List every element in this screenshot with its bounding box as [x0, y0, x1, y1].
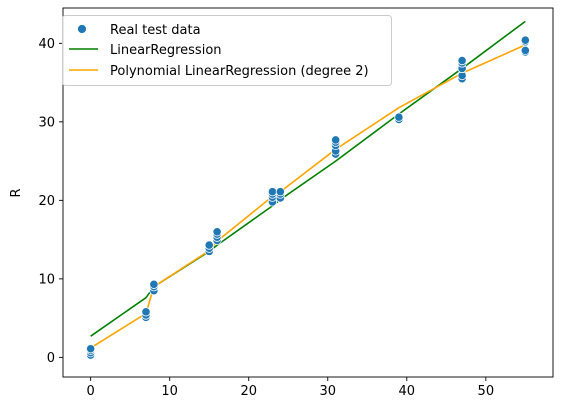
y-tick-label: 40	[38, 37, 55, 52]
tick-marks	[59, 42, 487, 381]
legend-label-polynomial-regression: Polynomial LinearRegression (degree 2)	[110, 64, 369, 79]
data-point	[141, 307, 151, 317]
data-point	[394, 112, 404, 122]
y-tick-labels: 0 10 20 30 40	[38, 37, 55, 366]
data-point	[267, 187, 278, 197]
y-axis-label: R	[9, 188, 24, 197]
legend-label-real-test-data: Real test data	[110, 23, 201, 38]
x-tick-label: 20	[240, 384, 257, 399]
y-tick-label: 0	[47, 351, 55, 366]
x-tick-label: 10	[161, 384, 178, 399]
data-point	[331, 135, 341, 145]
data-point	[275, 187, 285, 197]
x-tick-label: 40	[399, 384, 416, 399]
y-tick-label: 30	[38, 115, 55, 130]
data-point	[212, 227, 222, 237]
polynomial-regression-line	[90, 44, 526, 349]
data-point	[457, 55, 467, 66]
y-tick-label: 20	[38, 194, 55, 209]
plot-frame	[62, 7, 554, 378]
data-point	[520, 35, 530, 45]
data-point	[204, 240, 214, 250]
x-tick-label: 30	[319, 384, 336, 399]
legend-box	[62, 15, 392, 86]
legend-marker-real-test-data	[77, 24, 87, 34]
scatter-points	[86, 35, 530, 360]
x-tick-label: 50	[478, 384, 495, 399]
x-tick-labels: 0 10 20 30 40 50	[87, 384, 495, 399]
y-tick-label: 10	[38, 272, 55, 287]
legend: Real test data LinearRegression Polynomi…	[62, 15, 392, 86]
data-point	[520, 45, 530, 56]
legend-label-linear-regression: LinearRegression	[110, 43, 222, 58]
data-point	[149, 279, 159, 289]
data-point	[86, 344, 96, 354]
x-tick-label: 0	[87, 384, 95, 399]
